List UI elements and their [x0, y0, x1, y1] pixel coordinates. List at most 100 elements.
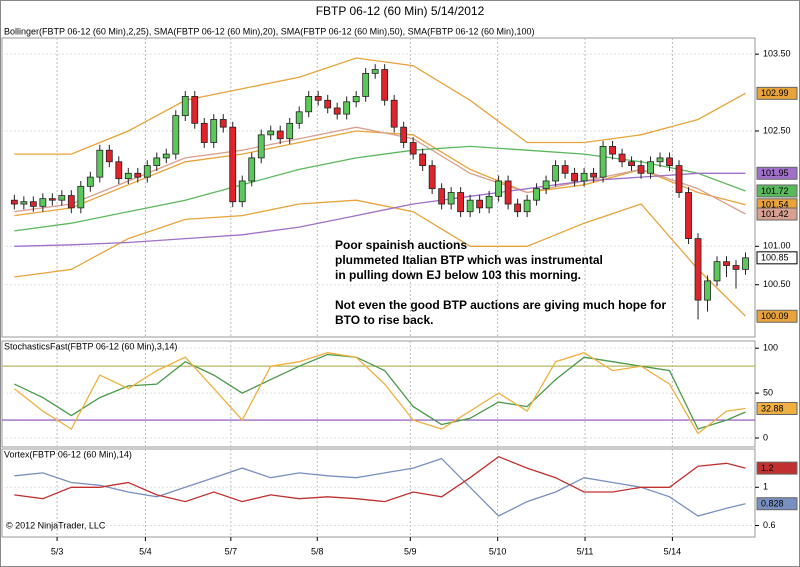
candle-body: [723, 261, 730, 266]
y-tick-label: 1: [763, 482, 768, 492]
annotation: BTO to rise back.: [335, 313, 433, 327]
candle-body: [713, 261, 721, 282]
candle-body: [409, 142, 417, 155]
candle-body: [599, 145, 607, 178]
candle-body: [257, 134, 265, 159]
panel: [1, 448, 756, 538]
value-box: [756, 166, 798, 180]
value-box-label: 101.42: [761, 209, 789, 219]
candle-body: [704, 280, 711, 301]
panel-label: StochasticsFast(FBTP 06-12 (60 Min),3,14…: [4, 341, 177, 351]
candle-body: [637, 165, 645, 174]
candle-body: [210, 119, 218, 143]
candle-body: [694, 238, 702, 301]
y-tick-label: 0.6: [763, 520, 776, 530]
value-box-label: 32.88: [761, 403, 784, 413]
x-tick-label: 5/8: [311, 546, 324, 556]
candle-body: [143, 165, 151, 178]
copyright: © 2012 NinjaTrader, LLC: [6, 520, 106, 530]
panel-label: Bollinger(FBTP 06-12 (60 Min),2,25), SMA…: [4, 26, 535, 36]
y-tick-label: 102.50: [763, 125, 791, 135]
candle-body: [343, 101, 351, 115]
x-tick-label: 5/9: [404, 546, 417, 556]
annotation: Not even the good BTP auctions are givin…: [335, 298, 666, 312]
candle-body: [86, 176, 94, 187]
y-tick-label: 50: [763, 387, 773, 397]
candle-body: [628, 161, 635, 166]
indicator-line: [14, 199, 746, 317]
candle-body: [248, 157, 256, 182]
candle-body: [523, 199, 531, 213]
candle-body: [571, 172, 578, 182]
x-tick-label: 5/10: [489, 546, 507, 556]
value-box-label: 101.72: [761, 186, 789, 196]
value-box: [756, 184, 798, 198]
value-box: [756, 309, 798, 323]
candle-body: [371, 69, 379, 74]
candle-body: [390, 99, 398, 128]
value-box-label: 101.95: [761, 168, 789, 178]
candle-body: [590, 172, 597, 178]
candle-body: [267, 130, 275, 136]
candle-body: [552, 165, 559, 182]
series-line: [14, 455, 746, 503]
candle-body: [476, 199, 484, 209]
value-box: [756, 461, 798, 475]
candle-body: [561, 165, 569, 174]
value-box: [756, 401, 798, 415]
candle-body: [618, 153, 626, 163]
candle-body: [457, 192, 465, 213]
value-box-label: 101.54: [761, 200, 789, 210]
value-box-label: 1.2: [761, 463, 774, 473]
candle-body: [191, 96, 199, 124]
candle-body: [324, 99, 332, 109]
candle-body: [533, 188, 541, 201]
x-tick-label: 5/11: [577, 546, 594, 556]
y-tick-label: 103.50: [763, 49, 791, 59]
y-tick-label: 101.00: [763, 241, 791, 251]
candle-body: [67, 195, 75, 209]
candle-body: [381, 69, 389, 101]
candle-body: [96, 149, 104, 178]
candle-body: [542, 180, 550, 190]
candle-body: [162, 153, 170, 159]
candle-body: [200, 122, 208, 143]
candle-body: [647, 161, 654, 174]
candle-body: [115, 161, 123, 180]
candle-body: [77, 185, 85, 209]
x-tick-label: 5/3: [51, 546, 64, 556]
candle-body: [675, 165, 683, 193]
candle-body: [485, 195, 493, 209]
candle-body: [428, 165, 436, 190]
y-tick-label: 100: [763, 343, 778, 353]
candle-body: [732, 265, 740, 270]
candle-body: [333, 107, 341, 115]
candle-body: [514, 203, 522, 213]
annotation: in pulling down EJ below 103 this mornin…: [335, 268, 581, 282]
candle-body: [352, 96, 360, 103]
candle-body: [466, 199, 474, 213]
candle-body: [276, 130, 284, 140]
candle-body: [124, 172, 132, 180]
value-box-label: 100.85: [761, 253, 789, 263]
candle-body: [447, 192, 455, 205]
indicator-line: [14, 172, 746, 247]
series-line: [14, 457, 746, 517]
candle-body: [609, 145, 616, 155]
candle-body: [666, 157, 673, 166]
candle-body: [219, 119, 227, 128]
series-line: [13, 351, 746, 435]
panel: [1, 37, 756, 338]
x-tick-label: 5/4: [139, 546, 152, 556]
value-box-label: 0.828: [761, 499, 784, 509]
candle-body: [153, 157, 161, 166]
candle-body: [10, 199, 18, 205]
candle-body: [495, 180, 503, 197]
candle-body: [742, 257, 749, 270]
panel: [1, 340, 756, 448]
candle-body: [58, 195, 66, 201]
candle-body: [20, 201, 28, 205]
candle-body: [314, 96, 322, 101]
x-tick-label: 5/14: [664, 546, 682, 556]
